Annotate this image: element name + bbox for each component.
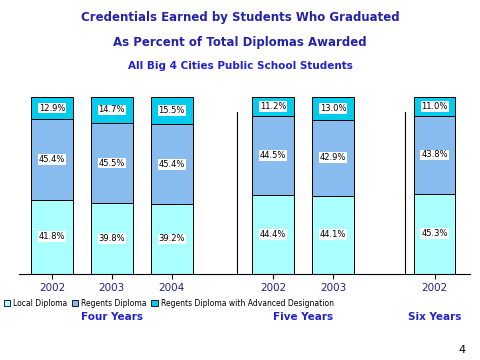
Text: Four Years: Four Years [81, 312, 143, 323]
Text: As Percent of Total Diplomas Awarded: As Percent of Total Diplomas Awarded [113, 36, 367, 49]
Text: 43.8%: 43.8% [421, 150, 448, 159]
Text: 11.2%: 11.2% [260, 102, 287, 111]
Text: 45.4%: 45.4% [39, 155, 65, 164]
Bar [91, 123, 133, 203]
Bar [252, 97, 294, 117]
Bar [414, 97, 456, 116]
Text: 44.1%: 44.1% [320, 230, 346, 239]
Bar [252, 195, 294, 274]
Bar [312, 120, 354, 196]
Text: 15.5%: 15.5% [158, 106, 185, 115]
Bar [31, 120, 73, 200]
Text: 42.9%: 42.9% [320, 153, 346, 162]
Bar [252, 117, 294, 195]
Text: 12.9%: 12.9% [39, 104, 65, 113]
Legend: Local Diploma, Regents Diploma, Regents Diploma with Advanced Designation: Local Diploma, Regents Diploma, Regents … [0, 296, 337, 311]
Text: 13.0%: 13.0% [320, 104, 346, 113]
Bar [312, 196, 354, 274]
Text: 39.8%: 39.8% [98, 234, 125, 243]
Text: 44.4%: 44.4% [260, 230, 287, 239]
Text: 11.0%: 11.0% [421, 102, 448, 111]
Text: 4: 4 [458, 345, 466, 355]
Bar [414, 194, 456, 274]
Text: 39.2%: 39.2% [158, 234, 185, 243]
Bar [91, 97, 133, 123]
Bar [31, 97, 73, 120]
Bar [31, 200, 73, 274]
Text: Credentials Earned by Students Who Graduated: Credentials Earned by Students Who Gradu… [81, 11, 399, 24]
Bar [151, 97, 192, 124]
Bar [312, 97, 354, 120]
Text: 41.8%: 41.8% [39, 232, 65, 241]
Bar [151, 204, 192, 274]
Text: All Big 4 Cities Public School Students: All Big 4 Cities Public School Students [128, 61, 352, 71]
Text: Six Years: Six Years [408, 312, 461, 323]
Text: 45.4%: 45.4% [158, 160, 185, 169]
Text: Five Years: Five Years [273, 312, 333, 323]
Text: 14.7%: 14.7% [98, 105, 125, 114]
Bar [414, 116, 456, 194]
Bar [91, 203, 133, 274]
Bar [151, 124, 192, 204]
Text: 44.5%: 44.5% [260, 151, 287, 160]
Text: 45.3%: 45.3% [421, 229, 448, 238]
Text: 45.5%: 45.5% [99, 158, 125, 167]
